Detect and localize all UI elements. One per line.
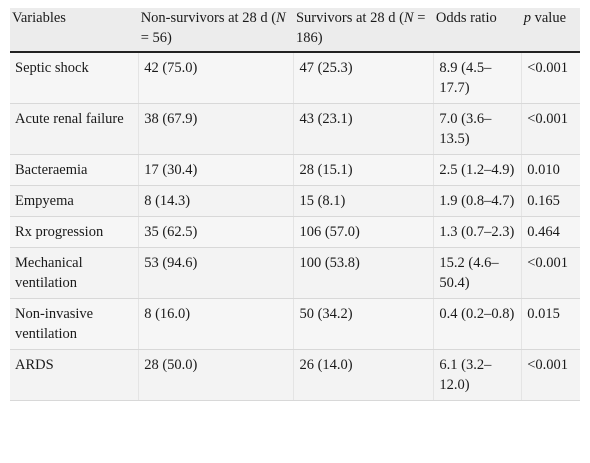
cell-p-value: 0.010 (521, 154, 580, 186)
table-row: Acute renal failure 38 (67.9) 43 (23.1) 7.0… (10, 103, 580, 155)
cell-p-value: <0.001 (521, 52, 580, 104)
cell-survivors: 15 (8.1) (293, 185, 435, 217)
cell-non-survivors: 42 (75.0) (138, 52, 295, 104)
cell-p-value: <0.001 (521, 349, 580, 401)
cell-odds-ratio: 1.9 (0.8–4.7) (433, 185, 523, 217)
cell-non-survivors: 28 (50.0) (138, 349, 295, 401)
cell-odds-ratio: 2.5 (1.2–4.9) (433, 154, 523, 186)
cell-survivors: 28 (15.1) (293, 154, 435, 186)
cell-odds-ratio: 7.0 (3.6–13.5) (433, 103, 523, 155)
table-row: Empyema 8 (14.3) 15 (8.1) 1.9 (0.8–4.7) 0.16… (10, 185, 580, 217)
table-container: Variables Non-survivors at 28 d (N = 56)… (10, 8, 580, 401)
cell-variable: Non-invasive ventilation (10, 298, 140, 350)
cell-non-survivors: 8 (14.3) (138, 185, 295, 217)
table-row: Mechanical ventilation 53 (94.6) 100 (53.8… (10, 247, 580, 299)
table-row: Non-invasive ventilation 8 (16.0) 50 (34.2… (10, 298, 580, 350)
header-non-survivors: Non-survivors at 28 d (N = 56) (138, 8, 294, 53)
table-header-row: Variables Non-survivors at 28 d (N = 56)… (10, 8, 580, 53)
cell-p-value: 0.165 (521, 185, 580, 217)
cell-non-survivors: 38 (67.9) (138, 103, 295, 155)
header-odds-ratio: Odds ratio (433, 8, 522, 53)
cell-p-value: 0.015 (521, 298, 580, 350)
cell-survivors: 26 (14.0) (293, 349, 435, 401)
cell-variable: Acute renal failure (10, 103, 140, 155)
cell-variable: Rx progression (10, 216, 140, 248)
cell-odds-ratio: 8.9 (4.5–17.7) (433, 52, 523, 104)
outcomes-table: Variables Non-survivors at 28 d (N = 56)… (10, 8, 580, 401)
cell-variable: Septic shock (10, 52, 140, 104)
cell-survivors: 50 (34.2) (293, 298, 435, 350)
cell-odds-ratio: 6.1 (3.2–12.0) (433, 349, 523, 401)
cell-non-survivors: 53 (94.6) (138, 247, 295, 299)
table-row: Rx progression 35 (62.5) 106 (57.0) 1.3 (0.… (10, 216, 580, 248)
header-p-value: p value (521, 8, 580, 53)
cell-odds-ratio: 0.4 (0.2–0.8) (433, 298, 523, 350)
header-variables: Variables (10, 8, 139, 53)
cell-odds-ratio: 1.3 (0.7–2.3) (433, 216, 523, 248)
cell-non-survivors: 8 (16.0) (138, 298, 295, 350)
cell-odds-ratio: 15.2 (4.6–50.4) (433, 247, 523, 299)
cell-survivors: 47 (25.3) (293, 52, 435, 104)
cell-survivors: 106 (57.0) (293, 216, 435, 248)
cell-variable: Empyema (10, 185, 140, 217)
cell-survivors: 100 (53.8) (293, 247, 435, 299)
cell-p-value: <0.001 (521, 103, 580, 155)
table-row: Septic shock 42 (75.0) 47 (25.3) 8.9 (4.5–1… (10, 52, 580, 104)
cell-variable: ARDS (10, 349, 140, 401)
cell-variable: Bacteraemia (10, 154, 140, 186)
cell-non-survivors: 35 (62.5) (138, 216, 295, 248)
table-row: ARDS 28 (50.0) 26 (14.0) 6.1 (3.2–12.0) <0.0… (10, 349, 580, 401)
cell-p-value: <0.001 (521, 247, 580, 299)
table-row: Bacteraemia 17 (30.4) 28 (15.1) 2.5 (1.2–4.… (10, 154, 580, 186)
cell-non-survivors: 17 (30.4) (138, 154, 295, 186)
cell-survivors: 43 (23.1) (293, 103, 435, 155)
header-survivors: Survivors at 28 d (N = 186) (293, 8, 434, 53)
cell-p-value: 0.464 (521, 216, 580, 248)
cell-variable: Mechanical ventilation (10, 247, 140, 299)
